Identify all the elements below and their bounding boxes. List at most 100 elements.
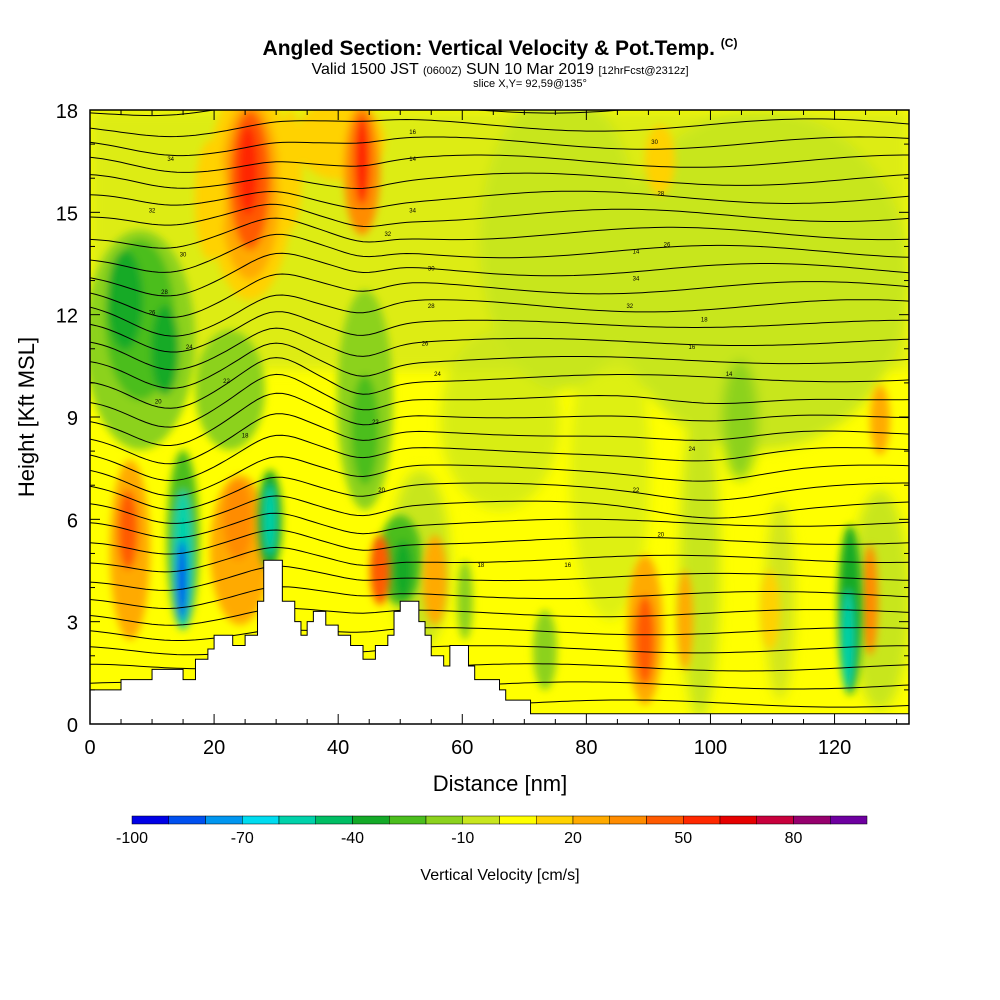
colorbar-swatch	[646, 815, 684, 825]
colorbar-swatch	[572, 815, 610, 825]
isentrope-label: 16	[564, 563, 571, 569]
x-tick-label: 80	[575, 737, 597, 759]
y-tick-label: 12	[56, 306, 78, 328]
isentrope-label: 16	[409, 130, 416, 136]
chart-subtitle: Valid 1500 JST (0600Z) SUN 10 Mar 2019 […	[311, 61, 689, 78]
isentrope-lines	[90, 110, 909, 708]
isentrope-label: 28	[657, 191, 664, 197]
isentrope-label: 14	[726, 372, 733, 378]
isentrope	[90, 546, 909, 573]
colorbar-swatch	[830, 815, 868, 825]
colorbar-tick-label: -40	[341, 830, 364, 847]
isentrope	[90, 118, 909, 138]
isentrope-label: 32	[149, 208, 156, 214]
isentrope-label: 20	[657, 532, 664, 538]
isentrope	[90, 495, 909, 524]
isentrope-label: 20	[155, 399, 162, 405]
isentrope-label: 30	[428, 266, 435, 272]
isentrope-label: 30	[180, 253, 187, 259]
colorbar-swatch	[389, 815, 427, 825]
isentrope	[90, 529, 909, 555]
isentrope-label: 26	[664, 242, 671, 248]
colorbar-swatch	[536, 815, 574, 825]
isentrope-label: 34	[633, 277, 640, 283]
x-axis: 0 20 40 60 80 100 120	[84, 110, 898, 759]
colorbar-swatch	[609, 815, 647, 825]
isentrope	[90, 342, 909, 389]
isentrope-label: 24	[186, 345, 193, 351]
x-tick-label: 0	[84, 737, 95, 759]
isentrope	[90, 476, 909, 511]
isentrope-label: 16	[688, 345, 695, 351]
isentrope	[90, 110, 909, 117]
x-tick-label: 100	[694, 737, 727, 759]
colorbar-tick-label: -10	[451, 830, 474, 847]
colorbar-swatch	[756, 815, 794, 825]
isentrope-label: 18	[478, 563, 485, 569]
isentrope-labels: 34 32 30 28 26 24 22 20 18 16 14 34 32 30 28 26 24 22 20 18…	[149, 130, 733, 569]
slice-label: slice X,Y= 92,59@135°	[473, 78, 587, 90]
chart-title: Angled Section: Vertical Velocity & Pot.…	[262, 36, 738, 60]
isentrope-label: 24	[434, 372, 441, 378]
isentrope	[90, 233, 909, 273]
isentrope-label: 18	[701, 317, 708, 323]
y-tick-label: 6	[67, 510, 78, 532]
isentrope-label: 22	[223, 379, 230, 385]
title-units: (C)	[720, 36, 738, 50]
isentrope-label: 28	[161, 290, 168, 296]
y-tick-label: 0	[67, 715, 78, 737]
isentrope-label: 34	[167, 157, 174, 163]
isentrope-label: 30	[651, 140, 658, 146]
isentrope	[90, 136, 909, 157]
colorbar-swatch	[462, 815, 500, 825]
x-tick-label: 60	[451, 737, 473, 759]
x-tick-label: 120	[818, 737, 851, 759]
colorbar-swatch	[499, 815, 537, 825]
isentrope-label: 18	[242, 433, 249, 439]
isentrope	[90, 565, 909, 591]
isentrope	[90, 154, 909, 173]
x-tick-label: 20	[203, 737, 225, 759]
x-axis-label: Distance [nm]	[433, 771, 568, 796]
isentrope	[90, 392, 909, 446]
y-axis-label: Height [Kft MSL]	[14, 337, 39, 497]
isentrope-label: 26	[149, 311, 156, 317]
colorbar-swatch	[719, 815, 757, 825]
colorbar-swatch	[205, 815, 243, 825]
terrain	[90, 559, 909, 724]
colorbar	[131, 815, 868, 825]
isentrope	[90, 456, 909, 497]
isentrope	[90, 273, 909, 318]
isentrope-label: 32	[626, 304, 633, 310]
y-tick-label: 3	[67, 613, 78, 635]
y-axis: 0 3 6 9 12 15 18	[56, 101, 909, 737]
isentrope-label: 24	[688, 447, 695, 453]
colorbar-swatch	[352, 815, 390, 825]
isentrope	[90, 357, 909, 409]
isentrope-label: 26	[422, 341, 429, 347]
isentrope	[90, 294, 909, 337]
isentrope-label: 14	[633, 249, 640, 255]
x-tick-label: 40	[327, 737, 349, 759]
isentrope-label: 14	[409, 157, 416, 163]
y-tick-label: 15	[56, 203, 78, 225]
colorbar-swatch	[425, 815, 463, 825]
colorbar-swatch	[168, 815, 206, 825]
y-tick-label: 9	[67, 408, 78, 430]
isentrope	[90, 203, 909, 228]
colorbar-ticks: -100 -70 -40 -10 20 50 80	[116, 830, 803, 847]
isentrope-label: 22	[372, 420, 379, 426]
isentrope	[90, 373, 909, 428]
colorbar-tick-label: -100	[116, 830, 148, 847]
colorbar-tick-label: 80	[785, 830, 803, 847]
y-tick-label: 18	[56, 101, 78, 123]
colorbar-title: Vertical Velocity [cm/s]	[420, 867, 579, 884]
colorbar-swatch	[278, 815, 316, 825]
isentrope	[90, 311, 909, 353]
isentrope	[90, 327, 909, 371]
isentrope	[90, 217, 909, 249]
isentrope-label: 34	[409, 208, 416, 214]
isentrope	[90, 413, 909, 465]
velocity-field: 34 32 30 28 26 24 22 20 18 16 14 34 32 30 28 26 24 22 20 18…	[90, 110, 909, 724]
